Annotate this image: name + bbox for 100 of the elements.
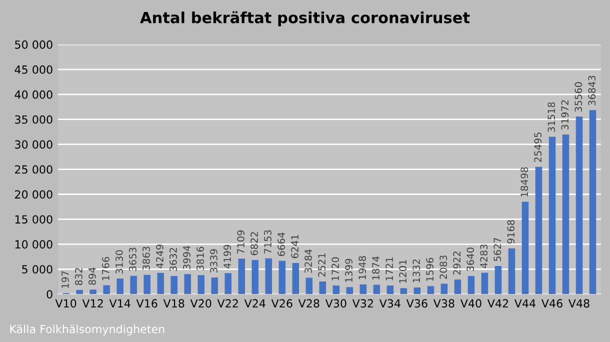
bar — [386, 286, 394, 294]
bar — [144, 274, 150, 294]
bar — [306, 278, 313, 294]
data-label: 4283 — [480, 244, 488, 268]
bar — [292, 262, 300, 294]
data-label: 3632 — [170, 248, 177, 272]
x-tick-label: V42 — [487, 299, 508, 308]
bar — [414, 287, 421, 294]
data-label: 36843 — [588, 76, 596, 106]
y-tick-label: 0 — [46, 290, 52, 298]
y-tick-label: 10 000 — [15, 240, 52, 249]
y-tick-label: 30 000 — [15, 140, 52, 149]
x-tick-label: V46 — [541, 299, 562, 308]
data-label: 35560 — [574, 82, 582, 112]
data-label: 3339 — [210, 249, 218, 273]
bar — [508, 248, 516, 294]
data-label: 3130 — [116, 250, 123, 274]
data-label: 31518 — [548, 102, 556, 132]
bar — [400, 288, 408, 294]
y-tick-label: 40 000 — [14, 90, 52, 99]
data-label: 1720 — [332, 257, 339, 280]
bar — [278, 260, 286, 294]
data-label: 1721 — [386, 258, 393, 280]
data-label: 894 — [88, 267, 96, 285]
data-label: 1201 — [399, 260, 406, 283]
bar — [252, 260, 258, 294]
x-tick-label: V10 — [55, 299, 76, 308]
bar — [373, 284, 380, 294]
bar — [440, 284, 448, 294]
x-tick-label: V40 — [460, 299, 482, 308]
x-tick-label: V20 — [190, 299, 212, 308]
data-label: 1399 — [345, 258, 352, 282]
x-tick-label: V12 — [82, 299, 103, 308]
data-label: 31972 — [561, 100, 569, 130]
bar — [494, 266, 502, 294]
x-tick-label: V24 — [244, 299, 266, 308]
y-tick-label: 25 000 — [15, 165, 52, 174]
x-tick-label: V32 — [352, 299, 373, 308]
data-label: 1596 — [426, 258, 434, 281]
bar — [103, 285, 110, 294]
bar — [319, 282, 326, 294]
bar — [589, 110, 596, 294]
y-tick-label: 45 000 — [14, 65, 52, 74]
bar — [427, 286, 434, 294]
x-tick-label: V30 — [325, 299, 346, 308]
bar — [90, 290, 96, 294]
bar — [170, 276, 178, 294]
data-label: 3994 — [183, 246, 190, 270]
bar — [332, 286, 340, 294]
data-label: 6664 — [278, 232, 285, 256]
x-tick-label: V38 — [433, 299, 454, 308]
data-label: 3863 — [142, 246, 150, 270]
data-label: 4199 — [224, 244, 231, 269]
data-label: 197 — [62, 271, 69, 288]
x-tick-label: V34 — [379, 299, 400, 308]
data-label: 7109 — [237, 230, 244, 254]
data-label: 832 — [75, 268, 82, 286]
bar — [360, 284, 367, 294]
data-label: 1948 — [358, 256, 366, 280]
bar — [76, 290, 83, 294]
bar — [198, 275, 204, 294]
bar — [562, 134, 570, 294]
data-label: 1874 — [372, 256, 380, 280]
bar — [576, 116, 583, 294]
data-label: 1332 — [412, 260, 420, 282]
data-label: 1766 — [102, 257, 110, 280]
data-label: 3653 — [129, 248, 136, 271]
x-tick-label: V14 — [109, 299, 130, 308]
x-tick-label: V44 — [514, 299, 536, 308]
bar — [116, 278, 124, 294]
text: Källa Folkhälsomyndigheten — [10, 324, 164, 336]
bar — [130, 276, 137, 294]
y-tick-label: 50 000 — [15, 40, 52, 49]
chart-title: Antal bekräftat positiva coronaviruset — [140, 11, 470, 26]
y-tick-label: 20 000 — [15, 190, 52, 199]
data-label: 3816 — [196, 246, 204, 270]
x-tick-label: V28 — [298, 299, 320, 308]
bar — [481, 272, 488, 294]
data-label: 5627 — [494, 238, 502, 262]
bar — [468, 276, 475, 294]
bar — [265, 258, 272, 294]
x-tick-label: V48 — [568, 299, 590, 308]
bar — [346, 287, 354, 294]
data-label: 3284 — [304, 249, 312, 273]
data-label: 6241 — [291, 234, 298, 258]
data-label: 3640 — [466, 248, 474, 272]
bar — [211, 277, 218, 294]
data-label: 7153 — [264, 230, 272, 254]
bar — [454, 280, 462, 294]
data-label: 9168 — [507, 220, 515, 244]
bar — [224, 273, 232, 294]
data-label: 18498 — [520, 167, 528, 197]
y-tick-label: 35 000 — [15, 115, 52, 124]
y-tick-label: 15 000 — [15, 215, 52, 224]
bar — [522, 202, 529, 294]
data-label: 4249 — [156, 244, 164, 268]
x-tick-label: V16 — [136, 299, 158, 308]
data-label: 2083 — [440, 256, 448, 279]
data-label: 25495 — [534, 132, 542, 162]
bar — [238, 258, 245, 294]
